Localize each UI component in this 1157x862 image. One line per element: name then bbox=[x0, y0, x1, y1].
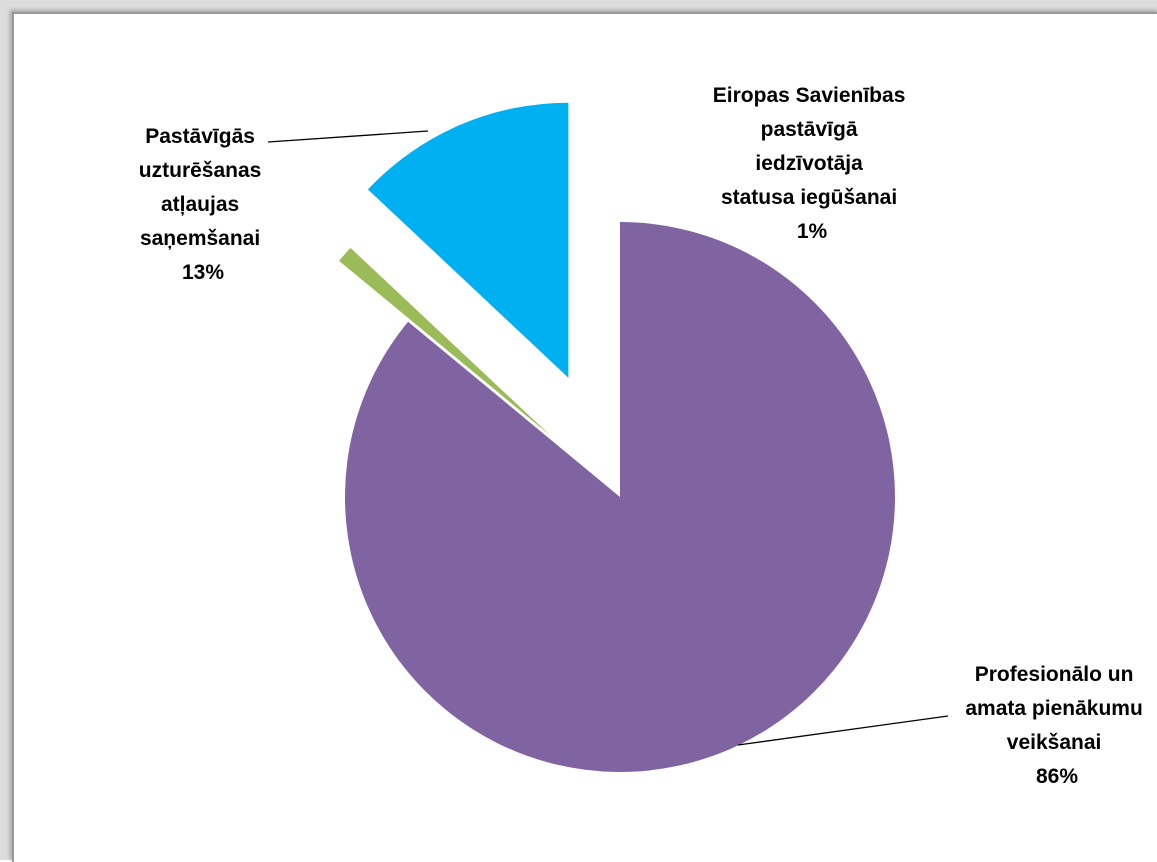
data-label-value: 86% bbox=[1036, 765, 1078, 788]
label-line: atļaujas bbox=[161, 193, 239, 216]
slice-pastavigas bbox=[367, 102, 569, 378]
label-line: pastāvīgā bbox=[761, 118, 858, 141]
label-line: iedzīvotāja bbox=[755, 152, 863, 175]
leader-line-pastavigas bbox=[267, 130, 429, 143]
slice-profesionalo bbox=[345, 222, 896, 772]
label-line: uzturēšanas bbox=[139, 159, 262, 182]
leader-line-profesionalo bbox=[737, 715, 949, 746]
label-line: saņemšanai bbox=[140, 227, 260, 250]
label-line: Pastāvīgās bbox=[145, 125, 255, 148]
label-line: Eiropas Savienības bbox=[713, 84, 906, 107]
label-line: amata pienākumu bbox=[965, 697, 1142, 720]
slice-label-profesionalo: Profesionālo un amata pienākumu veikšana… bbox=[965, 663, 1148, 788]
data-label-value: 13% bbox=[182, 261, 224, 284]
label-line: statusa iegūšanai bbox=[721, 186, 897, 209]
leader-lines bbox=[267, 130, 949, 746]
slice-eiropas bbox=[339, 247, 551, 437]
slice-label-pastavigas: Pastāvīgās uzturēšanas atļaujas saņemšan… bbox=[139, 125, 267, 284]
label-line: veikšanai bbox=[1007, 731, 1102, 754]
pie-slices bbox=[339, 102, 896, 772]
data-label-value: 1% bbox=[797, 220, 828, 243]
label-line: Profesionālo un bbox=[975, 663, 1134, 686]
slice-label-eiropas: Eiropas Savienības pastāvīgā iedzīvotāja… bbox=[713, 84, 911, 243]
